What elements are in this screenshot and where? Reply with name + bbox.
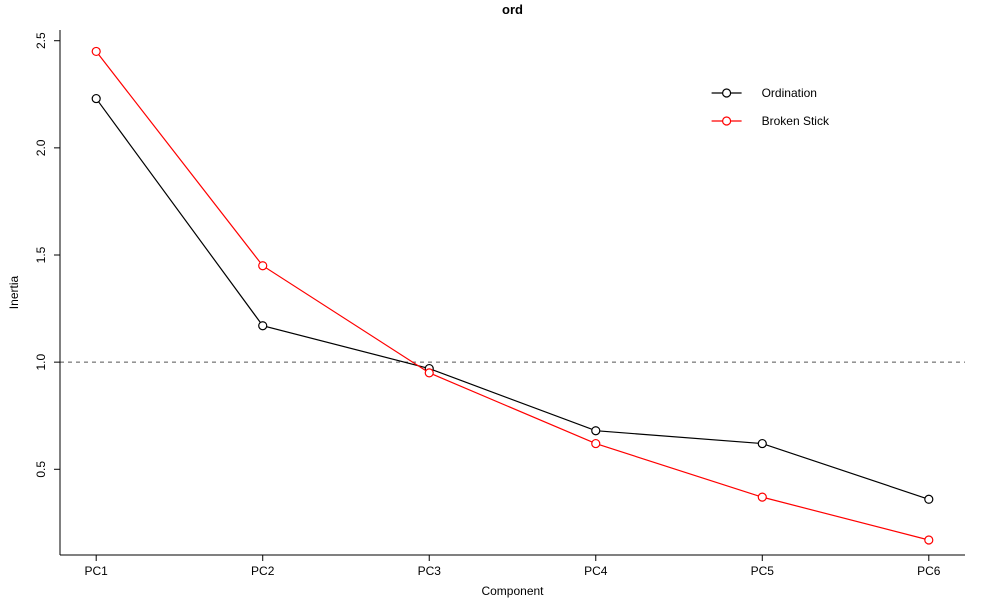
series-marker	[925, 536, 933, 544]
series-marker	[758, 493, 766, 501]
legend: Ordination Broken Stick	[712, 86, 830, 128]
legend-label: Broken Stick	[762, 114, 830, 128]
series-marker	[259, 262, 267, 270]
legend-label: Ordination	[762, 86, 817, 100]
x-tick-label: PC6	[917, 564, 941, 578]
series-marker	[92, 47, 100, 55]
series-line-0	[96, 99, 929, 500]
x-tick-label: PC2	[251, 564, 275, 578]
plot-title: ord	[502, 2, 523, 17]
y-axis-title: Inertia	[7, 276, 21, 310]
series-marker	[259, 322, 267, 330]
x-tick-label: PC4	[584, 564, 608, 578]
x-ticks: PC1 PC2 PC3 PC4 PC5 PC6	[85, 555, 941, 578]
y-tick-label: 0.5	[34, 461, 48, 478]
series-marker	[758, 440, 766, 448]
series-marker	[925, 495, 933, 503]
y-ticks: 0.5 1.0 1.5 2.0 2.5	[34, 32, 60, 478]
x-tick-label: PC5	[751, 564, 775, 578]
y-tick-label: 2.0	[34, 139, 48, 156]
legend-marker	[723, 89, 731, 97]
scree-plot: ord PC1 PC2 PC3 PC4 PC5 PC6 0.5 1.0 1.5 2.0 2.5 C…	[0, 0, 983, 599]
y-tick-label: 2.5	[34, 32, 48, 49]
series-marker	[592, 440, 600, 448]
x-tick-label: PC3	[418, 564, 442, 578]
series-marker	[92, 95, 100, 103]
legend-marker	[723, 117, 731, 125]
series-marker	[425, 369, 433, 377]
series-marker	[592, 427, 600, 435]
x-axis-title: Component	[481, 584, 544, 598]
y-tick-label: 1.5	[34, 246, 48, 263]
x-tick-label: PC1	[85, 564, 109, 578]
y-tick-label: 1.0	[34, 353, 48, 370]
